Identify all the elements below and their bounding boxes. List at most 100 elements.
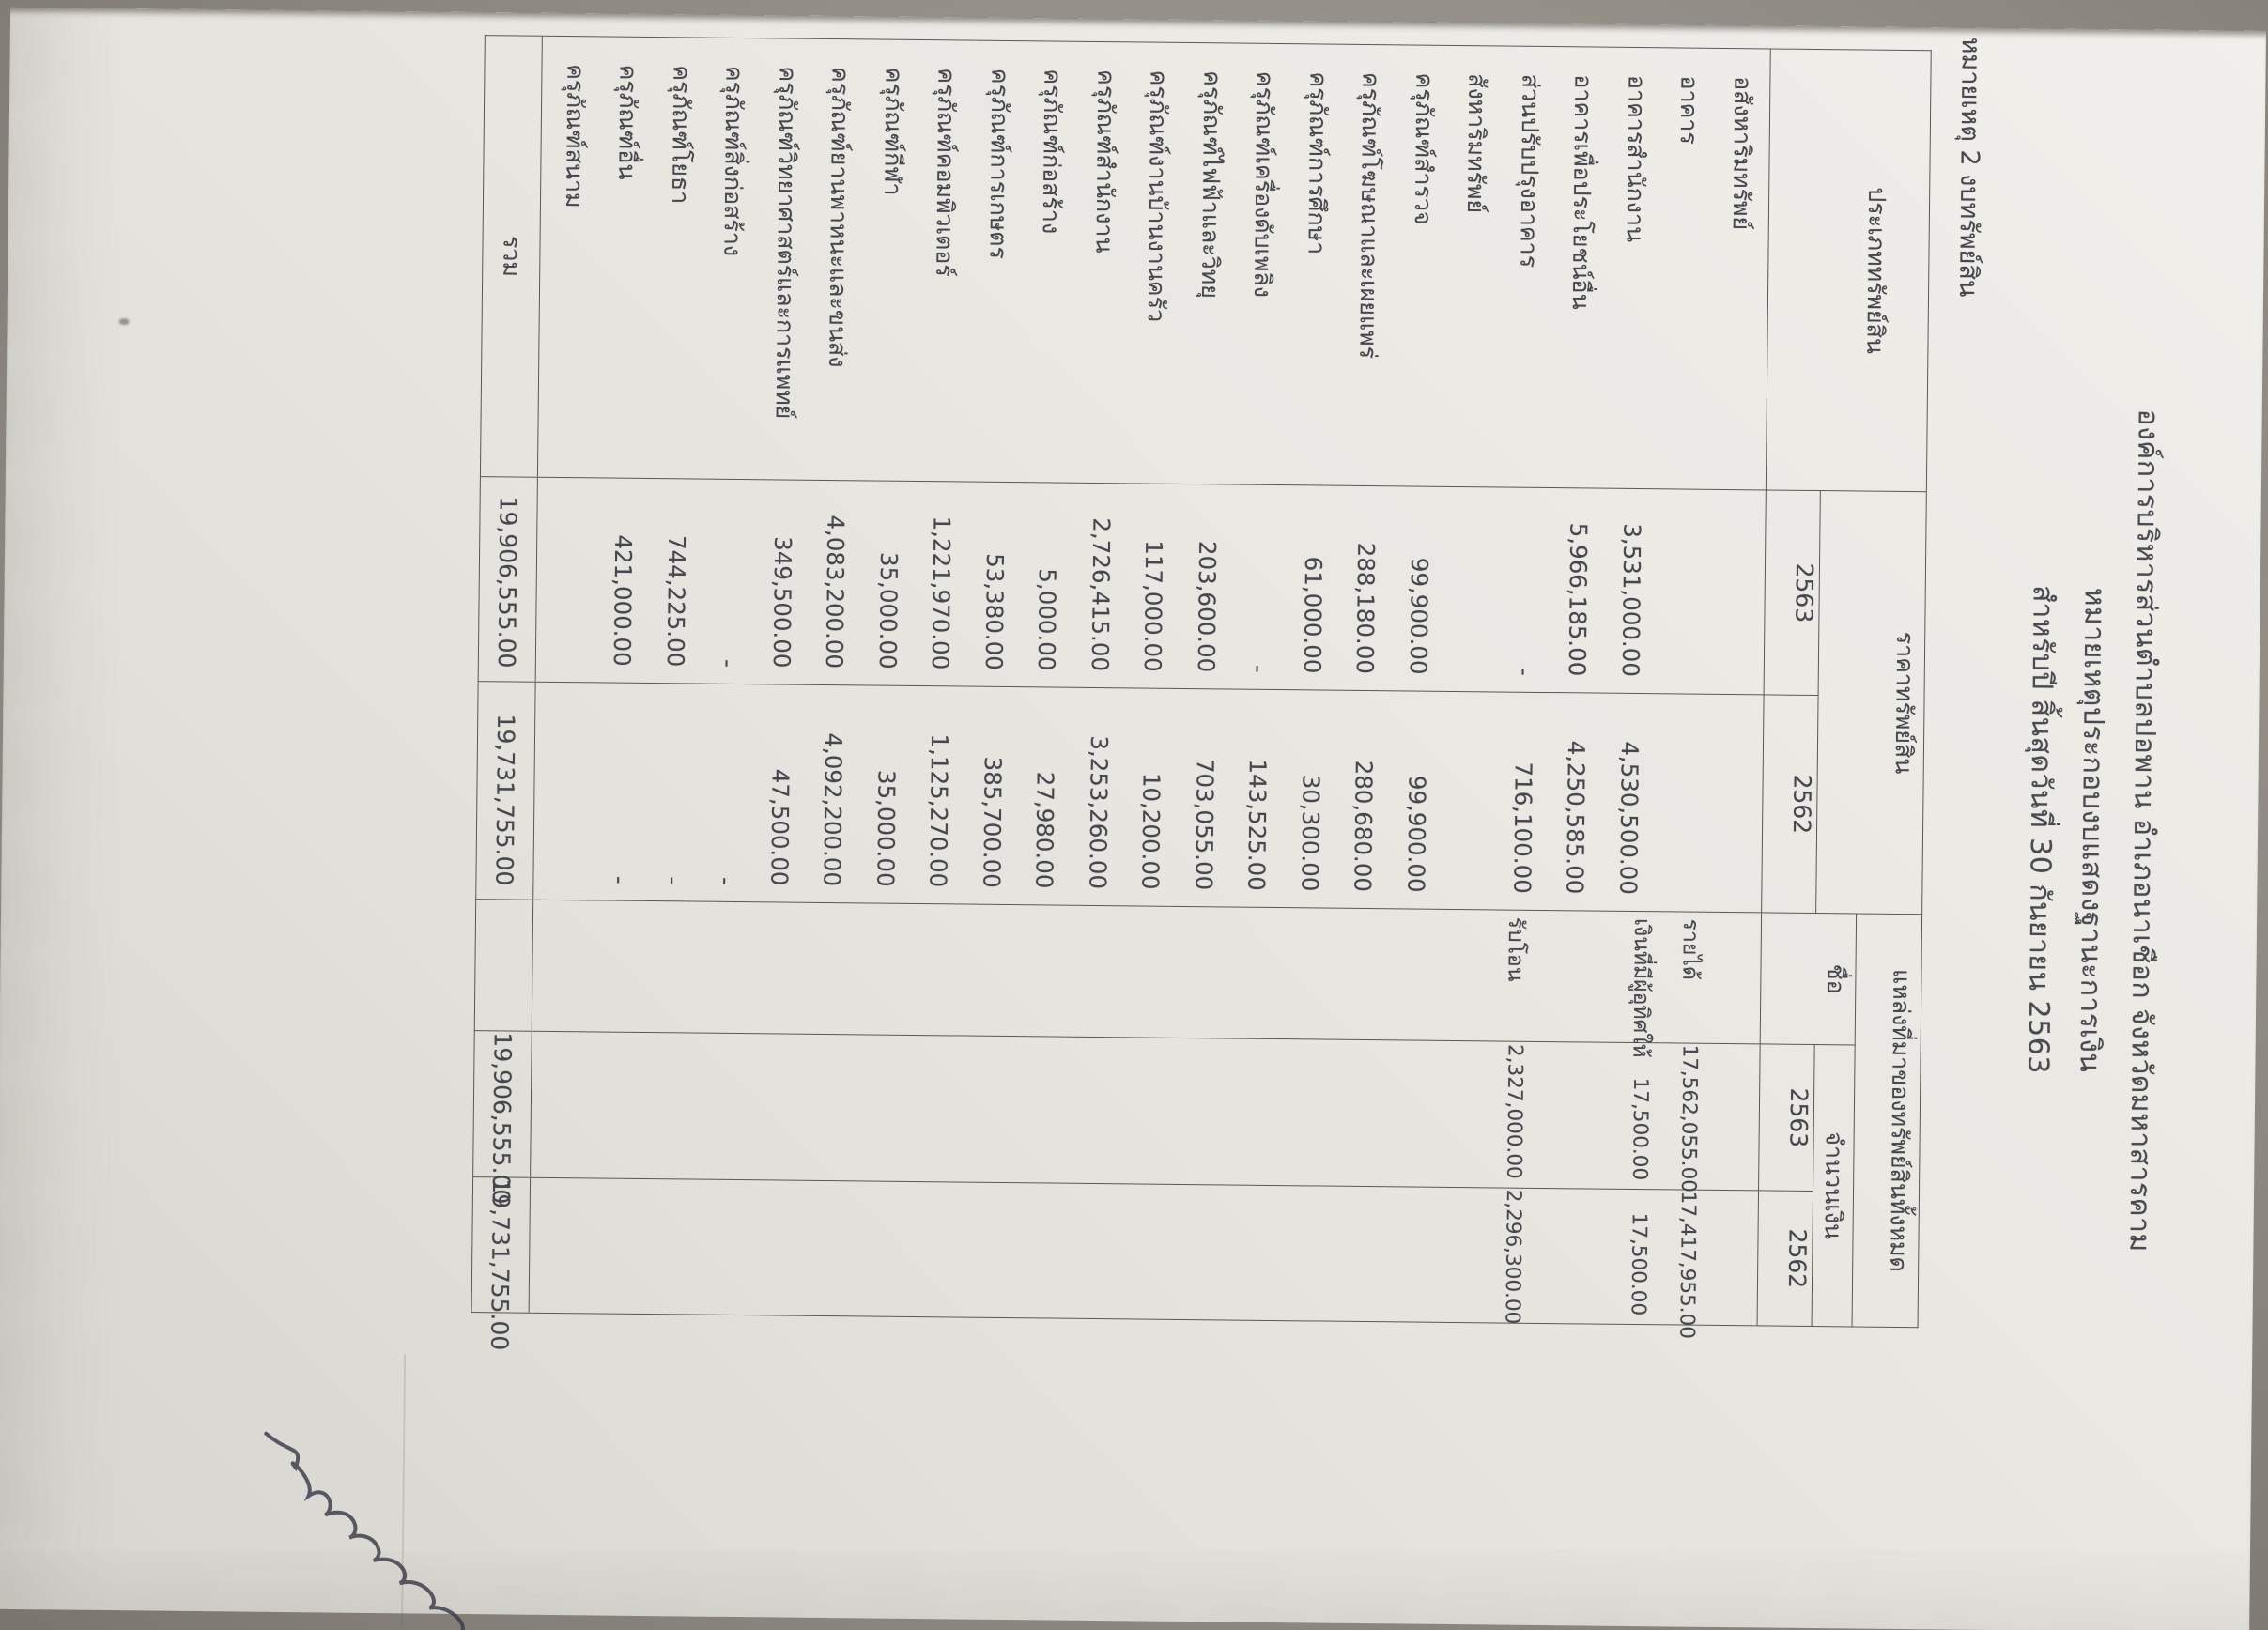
price-2562-value: 280,680.00 bbox=[1349, 760, 1379, 893]
document-page: องค์การบริหารส่วนตำบลปอพาน อำเภอนาเชือก … bbox=[0, 7, 2266, 1630]
total-price-2563: 19,906,555.00 bbox=[478, 476, 538, 683]
assets-table: ประเภททรัพย์สิน ราคาทรัพย์สิน แหล่งที่มา… bbox=[471, 35, 1932, 1350]
total-label: รวม bbox=[480, 35, 543, 478]
header-amount-year-2563: 2563 bbox=[1758, 1043, 1815, 1192]
price-2562-value bbox=[1442, 693, 1497, 909]
price-2563-value bbox=[1657, 490, 1712, 693]
asset-row-label: ครุภัณฑ์โยธา bbox=[666, 65, 696, 205]
price-2563-value: 5,966,185.00 bbox=[1564, 522, 1593, 677]
amount-2563-value: 2,327,000.00 bbox=[1502, 1043, 1527, 1179]
price-2562-value: 99,900.00 bbox=[1402, 775, 1431, 893]
price-2562-value: 1,125,270.00 bbox=[924, 733, 954, 888]
price-2562-value bbox=[1707, 696, 1763, 912]
asset-row-label: ครุภัณฑ์ยานพาหนะและขนส่ง bbox=[824, 66, 856, 368]
price-2563-value: 288,180.00 bbox=[1351, 542, 1381, 675]
price-2563-value: 421,000.00 bbox=[609, 534, 638, 667]
asset-row-label: อาคารเพื่อประโยชน์อื่น bbox=[1567, 74, 1597, 310]
asset-row-label: ครุภัณฑ์การศึกษา bbox=[1303, 71, 1333, 255]
amount-2563-value: 17,562,055.00 bbox=[1676, 1044, 1702, 1193]
price-2562-value: 4,092,200.00 bbox=[818, 732, 848, 887]
note-heading: หมายเหตุ 2 งบทรัพย์สิน bbox=[1953, 37, 1985, 298]
header-amount-year-2562: 2562 bbox=[1757, 1190, 1813, 1327]
price-2562-value: 47,500.00 bbox=[765, 768, 795, 886]
header-source-name: ชื่อ bbox=[1760, 912, 1857, 1045]
source-name: รายได้ bbox=[1677, 918, 1704, 981]
header-price: ราคาทรัพย์สิน bbox=[1815, 490, 1927, 915]
price-2563-value bbox=[542, 479, 597, 682]
price-2562-value bbox=[1654, 695, 1709, 911]
photo-speck bbox=[118, 318, 130, 326]
total-source-gap bbox=[474, 899, 533, 1032]
price-2562-value: 716,100.00 bbox=[1508, 761, 1537, 894]
asset-row-label: ครุภัณฑ์สิ่งก่อสร้าง bbox=[718, 65, 749, 257]
total-price-2562: 19,731,755.00 bbox=[475, 681, 536, 900]
header-amount: จำนวนเงิน bbox=[1812, 1044, 1856, 1327]
price-2563-value: 203,600.00 bbox=[1192, 540, 1222, 673]
asset-row-label: ครุภัณฑ์วิทยาศาสตร์และการแพทย์ bbox=[770, 66, 802, 420]
price-2563-value: 3,531,000.00 bbox=[1616, 523, 1646, 678]
asset-row-label: ครุภัณฑ์เครื่องดับเพลิง bbox=[1249, 70, 1279, 299]
price-2562-value: 4,530,500.00 bbox=[1614, 741, 1644, 896]
price-2563-value: 61,000.00 bbox=[1298, 556, 1328, 674]
price-2562-value: - bbox=[606, 875, 634, 884]
price-2563-value bbox=[1444, 488, 1500, 691]
price-2562-value: 27,980.00 bbox=[1030, 771, 1060, 889]
price-2562-value: - bbox=[659, 876, 687, 885]
asset-row-label: อาคารสำนักงาน bbox=[1621, 74, 1651, 243]
price-2563-value: - bbox=[1245, 664, 1273, 673]
asset-row-label: อาคาร bbox=[1675, 75, 1704, 145]
price-2563-value: - bbox=[1510, 667, 1538, 676]
amount-2562-column: 17,417,955.00 17,500.00 2,296,300.00 bbox=[529, 1177, 1759, 1340]
asset-row-label: ครุภัณฑ์สนาม bbox=[560, 64, 590, 208]
source-name: รับโอน bbox=[1503, 916, 1529, 982]
price-2563-value: 53,380.00 bbox=[980, 553, 1010, 671]
amount-2562-value: 17,500.00 bbox=[1626, 1212, 1651, 1316]
source-name: เงินที่มีผู้อุทิศให้ bbox=[1628, 917, 1655, 1058]
asset-row-label: ครุภัณฑ์การเกษตร bbox=[984, 68, 1014, 260]
header-price-year-2563: 2563 bbox=[1764, 489, 1821, 696]
asset-row-label: ครุภัณฑ์ก่อสร้าง bbox=[1038, 69, 1068, 235]
asset-row-label: ครุภัณฑ์อื่น bbox=[613, 64, 643, 180]
amount-2563-value: 17,500.00 bbox=[1628, 1077, 1653, 1181]
price-2562-value: 3,253,260.00 bbox=[1084, 735, 1114, 890]
statement-title: หมายเหตุประกอบงบแสดงฐานะการเงิน bbox=[2073, 587, 2111, 1073]
asset-row-label: ครุภัณฑ์สำนักงาน bbox=[1090, 69, 1120, 254]
price-2563-value: 99,900.00 bbox=[1404, 557, 1434, 675]
price-2563-value: 117,000.00 bbox=[1139, 540, 1168, 672]
header-asset-type: ประเภททรัพย์สิน bbox=[1766, 48, 1932, 492]
price-2562-value: 10,200.00 bbox=[1136, 772, 1166, 890]
price-2563-value: 349,500.00 bbox=[767, 536, 797, 669]
price-2563-column: 3,531,000.00 5,966,185.00 - 99,900.00 28… bbox=[535, 477, 1767, 695]
asset-row-label: ครุภัณฑ์งานบ้านงานครัว bbox=[1143, 69, 1173, 323]
org-title: องค์การบริหารส่วนตำบลปอพาน อำเภอนาเชือก … bbox=[2122, 408, 2165, 1253]
asset-labels-column: อสังหาริมทรัพย์ อาคาร อาคารสำนักงาน อาคา… bbox=[537, 36, 1771, 490]
handwritten-signature bbox=[264, 1431, 465, 1630]
period-title: สำหรับปี สิ้นสุดวันที่ 30 กันยายน 2563 bbox=[2021, 585, 2060, 1075]
header-price-year-2562: 2562 bbox=[1761, 694, 1819, 914]
amount-2562-value: 17,417,955.00 bbox=[1674, 1191, 1701, 1340]
price-2563-value: 35,000.00 bbox=[873, 551, 903, 669]
price-2562-value: 703,055.00 bbox=[1190, 758, 1219, 891]
asset-row-label: อสังหาริมทรัพย์ bbox=[1727, 76, 1757, 231]
asset-row-label: ครุภัณฑ์โฆษณาและเผยแพร่ bbox=[1354, 71, 1385, 360]
price-2562-value: 35,000.00 bbox=[872, 769, 901, 887]
asset-row-label: ครุภัณฑ์ไฟฟ้าและวิทยุ bbox=[1196, 70, 1227, 300]
price-2562-column: 4,530,500.00 4,250,585.00 716,100.00 99,… bbox=[532, 682, 1765, 913]
total-amount-2562: 19,731,755.00 bbox=[471, 1176, 531, 1350]
price-2562-value: 30,300.00 bbox=[1296, 774, 1325, 892]
price-2563-value: 2,726,415.00 bbox=[1086, 517, 1116, 672]
price-2562-value bbox=[540, 684, 595, 900]
price-2563-value bbox=[1709, 491, 1765, 694]
amount-2562-value: 2,296,300.00 bbox=[1500, 1189, 1526, 1325]
amount-2563-column: 17,562,055.00 17,500.00 2,327,000.00 bbox=[530, 1031, 1761, 1193]
price-2562-value: 385,700.00 bbox=[978, 756, 1007, 888]
total-amount-2563: 19,906,555.00 bbox=[472, 1030, 532, 1204]
asset-row-label: ครุภัณฑ์สำรวจ bbox=[1409, 72, 1439, 225]
asset-row-label: ครุภัณฑ์คอมพิวเตอร์ bbox=[931, 68, 962, 277]
price-2562-value: 4,250,585.00 bbox=[1561, 740, 1591, 895]
price-2563-value: 744,225.00 bbox=[661, 534, 691, 668]
asset-row-label: สังหาริมทรัพย์ bbox=[1462, 73, 1491, 214]
price-2563-value: 4,083,200.00 bbox=[821, 515, 851, 669]
price-2563-value: - bbox=[715, 658, 743, 669]
